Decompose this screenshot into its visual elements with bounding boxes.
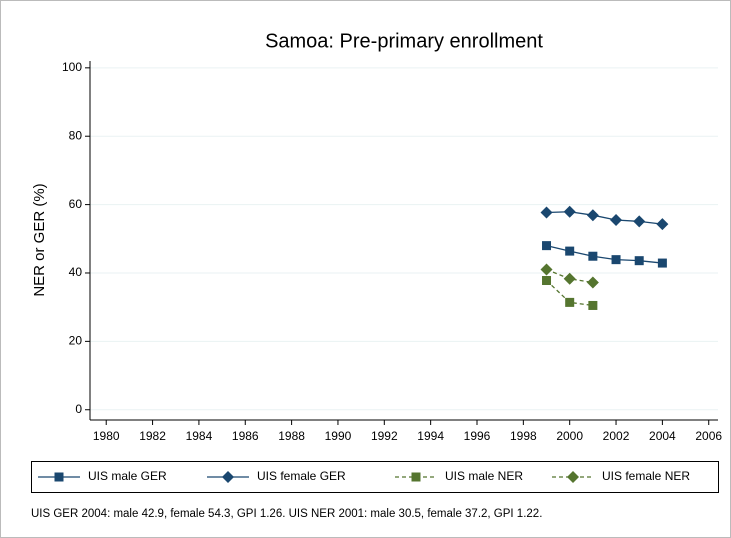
marker — [565, 246, 575, 256]
x-tick-label: 2004 — [649, 429, 676, 443]
legend-label: UIS female GER — [257, 469, 346, 483]
x-tick-label: 1982 — [139, 429, 166, 443]
y-tick-label: 40 — [69, 265, 83, 279]
chart-title: Samoa: Pre-primary enrollment — [265, 30, 543, 52]
x-tick-label: 2000 — [556, 429, 583, 443]
y-tick-label: 100 — [62, 60, 82, 74]
marker — [563, 205, 576, 218]
marker — [586, 209, 599, 222]
x-tick-label: 1990 — [325, 429, 352, 443]
marker — [540, 206, 553, 219]
marker — [656, 218, 669, 231]
marker — [54, 472, 64, 482]
marker — [542, 241, 552, 251]
marker — [586, 276, 599, 289]
marker — [611, 255, 621, 265]
legend-label: UIS male NER — [445, 469, 523, 483]
marker — [540, 263, 553, 276]
marker — [567, 471, 579, 483]
legend-label: UIS female NER — [602, 469, 690, 483]
note: UIS GER 2004: male 42.9, female 54.3, GP… — [31, 508, 542, 520]
x-tick-label: 1992 — [371, 429, 398, 443]
x-tick-label: 2006 — [695, 429, 722, 443]
x-tick-label: 1988 — [278, 429, 305, 443]
marker — [588, 300, 598, 310]
x-tick-label: 1986 — [232, 429, 259, 443]
marker — [411, 472, 421, 482]
marker — [565, 297, 575, 307]
marker — [588, 251, 598, 261]
marker — [563, 272, 576, 285]
x-tick-label: 2002 — [603, 429, 630, 443]
marker — [542, 276, 552, 286]
x-tick-label: 1996 — [464, 429, 491, 443]
y-tick-label: 60 — [69, 197, 83, 211]
marker — [610, 213, 623, 226]
y-tick-label: 20 — [69, 334, 83, 348]
legend-box — [31, 461, 719, 493]
marker — [222, 471, 234, 483]
marker — [633, 215, 646, 228]
x-tick-label: 1980 — [93, 429, 120, 443]
x-tick-label: 1984 — [186, 429, 213, 443]
x-tick-label: 1998 — [510, 429, 537, 443]
y-tick-label: 80 — [69, 128, 83, 142]
marker — [657, 258, 667, 268]
y-tick-label: 0 — [75, 402, 82, 416]
x-tick-label: 1994 — [417, 429, 444, 443]
marker — [634, 256, 644, 266]
legend-label: UIS male GER — [88, 469, 167, 483]
y-axis-label: NER or GER (%) — [31, 183, 48, 296]
